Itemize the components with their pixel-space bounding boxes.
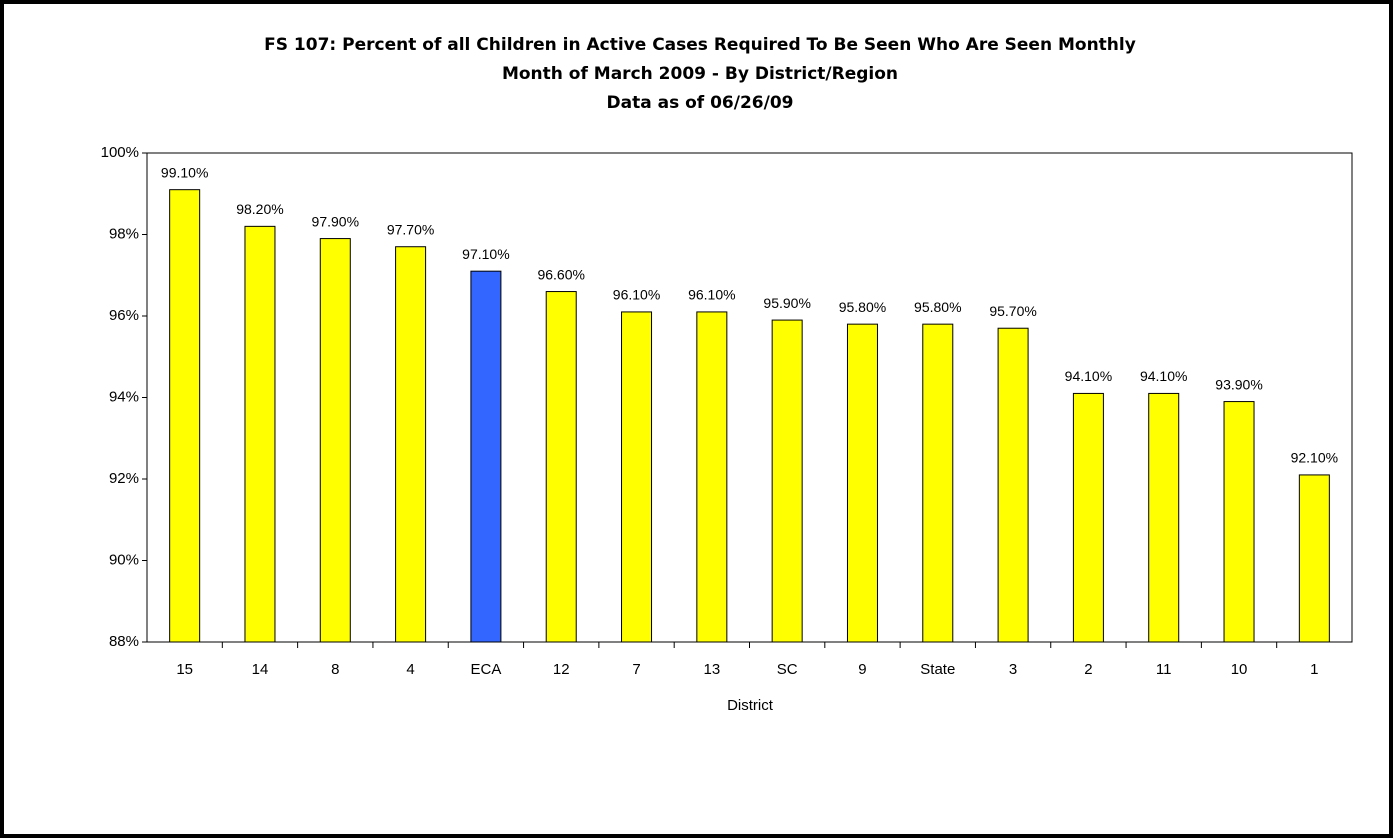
bar: [1072, 392, 1104, 643]
bar: [696, 311, 728, 643]
chart-title: Data as of 06/26/09: [607, 93, 794, 113]
data-label: 96.10%: [688, 287, 735, 303]
x-tick-label: 13: [704, 661, 721, 678]
bar: [846, 323, 878, 643]
x-tick-label: 8: [331, 661, 339, 678]
x-tick-label: 11: [1156, 661, 1172, 678]
y-tick-label: 90%: [109, 551, 139, 568]
bar: [621, 311, 653, 643]
x-tick-label: 4: [406, 661, 414, 678]
y-tick-label: 92%: [109, 470, 139, 487]
chart-title: Month of March 2009 - By District/Region: [502, 64, 898, 84]
data-label: 96.60%: [537, 266, 584, 282]
bar: [922, 323, 954, 643]
data-label: 96.10%: [613, 287, 660, 303]
bar: [997, 327, 1029, 643]
x-tick-label: SC: [777, 661, 798, 678]
bar: [545, 291, 577, 643]
data-label: 95.70%: [989, 303, 1036, 319]
bar: [470, 270, 502, 643]
x-tick-label: 3: [1009, 661, 1017, 678]
data-label: 98.20%: [236, 201, 283, 217]
x-tick-label: 15: [176, 661, 193, 678]
y-tick-label: 94%: [109, 388, 139, 405]
bar: [395, 246, 427, 643]
y-tick-label: 96%: [109, 307, 139, 324]
x-tick-label: 1: [1310, 661, 1318, 678]
x-tick-label: 2: [1084, 661, 1092, 678]
bar: [1223, 401, 1255, 643]
bar: [244, 225, 276, 643]
bar: [169, 189, 201, 643]
data-label: 97.10%: [462, 246, 509, 262]
bar: [319, 238, 351, 643]
bar: [1148, 392, 1180, 643]
x-tick-label: 7: [632, 661, 640, 678]
data-label: 99.10%: [161, 164, 208, 180]
y-tick-label: 100%: [101, 144, 139, 161]
data-label: 95.80%: [839, 299, 886, 315]
data-label: 95.80%: [914, 299, 961, 315]
data-label: 97.70%: [387, 221, 434, 237]
data-label: 93.90%: [1215, 376, 1262, 392]
y-tick-label: 88%: [109, 633, 139, 650]
data-label: 97.90%: [312, 213, 359, 229]
x-tick-label: 12: [553, 661, 570, 678]
data-label: 94.10%: [1065, 368, 1112, 384]
bar: [1298, 474, 1330, 643]
chart-title: FS 107: Percent of all Children in Activ…: [264, 35, 1136, 55]
bar: [771, 319, 803, 643]
x-tick-label: ECA: [470, 661, 501, 678]
x-tick-label: State: [920, 661, 955, 678]
data-label: 94.10%: [1140, 368, 1187, 384]
y-tick-label: 98%: [109, 225, 139, 242]
x-tick-label: 14: [252, 661, 269, 678]
data-label: 92.10%: [1291, 450, 1338, 466]
data-label: 95.90%: [763, 295, 810, 311]
x-tick-label: 9: [858, 661, 866, 678]
x-tick-label: 10: [1231, 661, 1248, 678]
x-axis-label: District: [727, 697, 774, 714]
